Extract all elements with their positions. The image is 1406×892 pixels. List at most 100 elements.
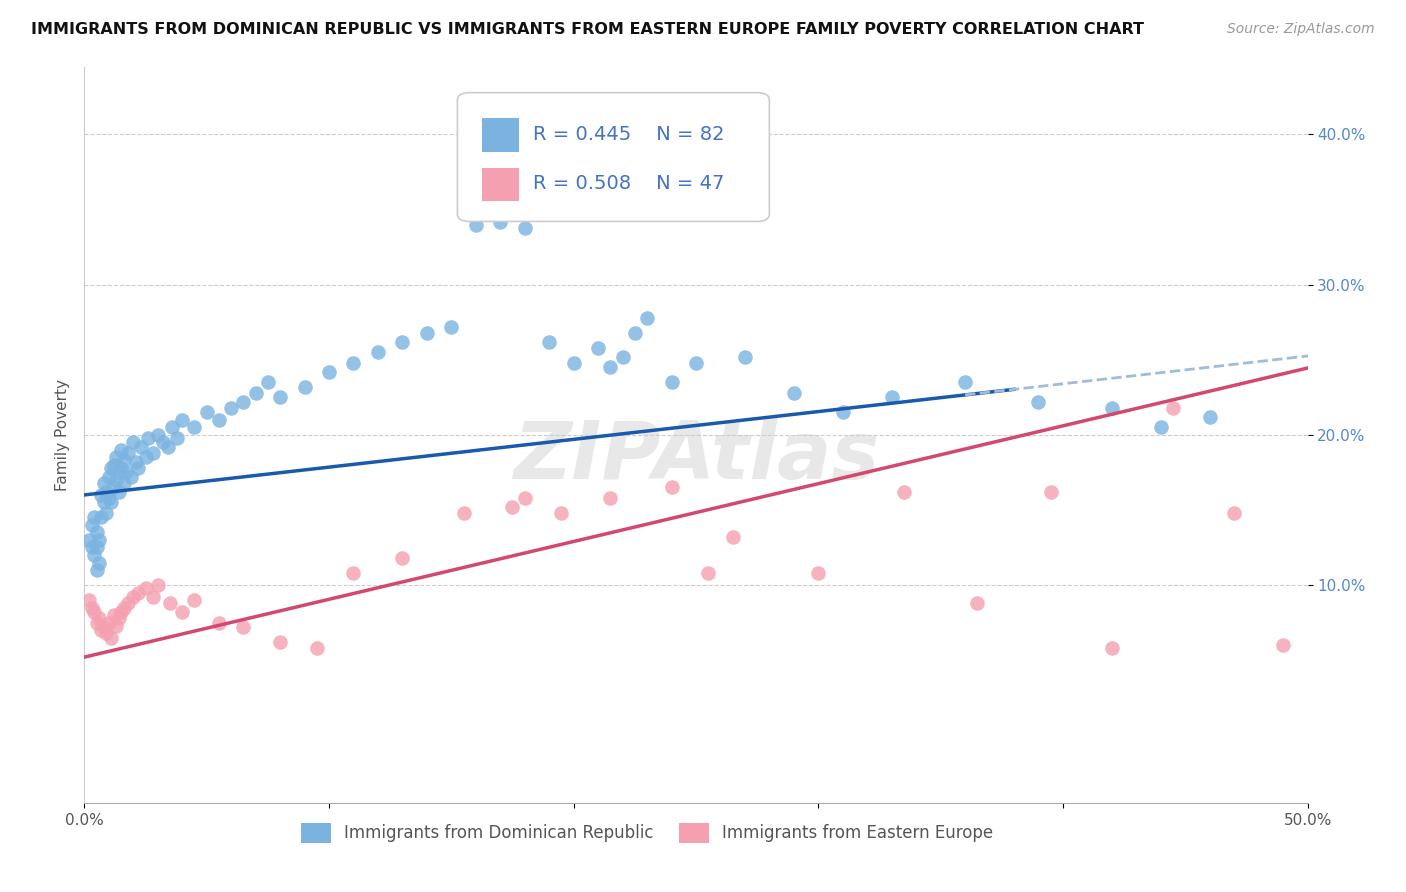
Point [93, 495, 115, 509]
Point [612, 195, 634, 210]
FancyBboxPatch shape [457, 93, 769, 221]
Point [453, 506, 475, 520]
Point [93, 620, 115, 634]
Point [97, 470, 120, 484]
Point [257, 376, 280, 390]
Point [1028, 394, 1050, 409]
Point [599, 360, 621, 375]
Point [129, 440, 152, 454]
Point [661, 480, 683, 494]
Point [342, 356, 364, 370]
Point [219, 401, 242, 415]
Text: Source: ZipAtlas.com: Source: ZipAtlas.com [1227, 22, 1375, 37]
Point [105, 450, 128, 465]
Point [1198, 409, 1220, 424]
Point [391, 334, 413, 349]
Point [117, 596, 139, 610]
Point [513, 491, 536, 505]
Point [1101, 401, 1123, 415]
Point [125, 455, 148, 469]
Point [146, 578, 169, 592]
Point [105, 618, 128, 632]
Point [1223, 506, 1246, 520]
Point [135, 581, 157, 595]
Point [142, 590, 165, 604]
Point [269, 390, 291, 404]
Point [152, 435, 174, 450]
Y-axis label: Family Poverty: Family Poverty [55, 379, 70, 491]
Point [77, 533, 100, 547]
Point [103, 608, 125, 623]
Point [807, 566, 830, 580]
Point [96, 484, 118, 499]
Point [142, 446, 165, 460]
Point [318, 365, 340, 379]
Point [502, 500, 524, 514]
Point [1039, 484, 1062, 499]
Point [1272, 638, 1295, 652]
Point [110, 605, 132, 619]
Point [172, 413, 194, 427]
Point [880, 390, 903, 404]
Point [831, 405, 853, 419]
Point [117, 446, 139, 460]
Point [269, 635, 291, 649]
Point [122, 590, 145, 604]
Point [87, 556, 110, 570]
Point [90, 623, 112, 637]
Point [103, 458, 125, 472]
FancyBboxPatch shape [482, 119, 519, 152]
Point [783, 385, 806, 400]
Legend: Immigrants from Dominican Republic, Immigrants from Eastern Europe: Immigrants from Dominican Republic, Immi… [294, 816, 1000, 850]
Point [77, 593, 100, 607]
Point [96, 626, 118, 640]
Point [87, 611, 110, 625]
Point [135, 450, 157, 465]
Point [489, 214, 512, 228]
Point [232, 620, 254, 634]
Text: ZIPAtlas: ZIPAtlas [513, 418, 879, 496]
Point [100, 461, 122, 475]
Point [966, 596, 988, 610]
Point [612, 350, 634, 364]
Point [1150, 420, 1173, 434]
Point [1101, 641, 1123, 656]
Point [127, 585, 149, 599]
Point [83, 605, 105, 619]
Point [86, 541, 108, 555]
Point [122, 435, 145, 450]
Point [416, 326, 439, 340]
Point [93, 475, 115, 490]
Point [953, 376, 976, 390]
Point [146, 427, 169, 442]
Point [166, 431, 188, 445]
Point [110, 442, 132, 457]
Point [136, 431, 159, 445]
Point [115, 466, 138, 480]
Point [107, 611, 129, 625]
Point [245, 385, 267, 400]
Point [464, 218, 486, 232]
Point [80, 518, 103, 533]
Point [112, 600, 135, 615]
Point [636, 310, 658, 325]
Point [107, 484, 129, 499]
Point [550, 506, 572, 520]
Point [103, 480, 125, 494]
Point [208, 615, 231, 630]
Point [893, 484, 915, 499]
Point [97, 615, 120, 630]
Point [624, 326, 647, 340]
Point [86, 525, 108, 540]
FancyBboxPatch shape [482, 168, 519, 201]
Point [538, 334, 561, 349]
Point [156, 440, 179, 454]
Point [86, 563, 108, 577]
Text: R = 0.445    N = 82: R = 0.445 N = 82 [533, 125, 724, 145]
Point [162, 420, 184, 434]
Point [80, 541, 103, 555]
Point [183, 420, 205, 434]
Point [721, 530, 744, 544]
Point [110, 461, 132, 475]
Point [87, 533, 110, 547]
